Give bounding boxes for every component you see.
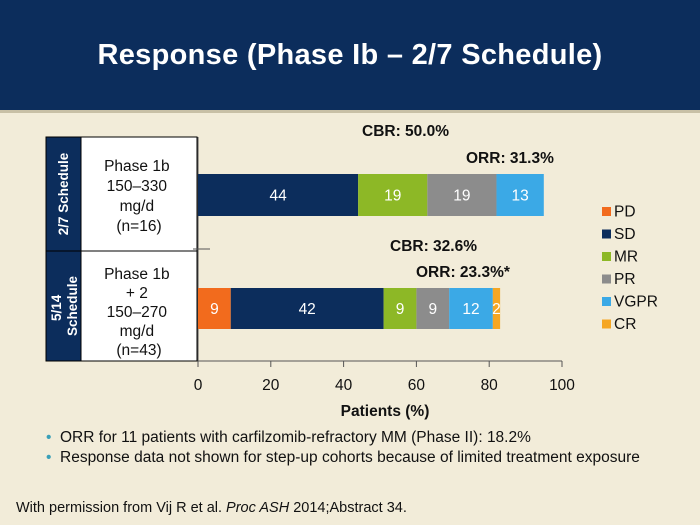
category-label-1: Phase 1b 150–330 mg/d (n=16): [104, 158, 174, 235]
group-label-2: 5/14 Schedule: [49, 276, 80, 337]
bar-sd-2: [230, 288, 384, 329]
bar-value-label: 42: [299, 301, 316, 318]
group-label-1: 2/7 Schedule: [56, 152, 71, 235]
x-axis: 0 20 40 60 80 100: [194, 360, 575, 394]
bar-mr-1: [358, 174, 428, 216]
x-tick-label: 60: [408, 377, 426, 394]
category-2-line-5: (n=43): [116, 342, 161, 359]
category-label-2: Phase 1b + 2 150–270 mg/d (n=43): [104, 266, 174, 359]
bar-value-label: 44: [269, 188, 287, 205]
bar-vgpr-1: [496, 174, 544, 216]
response-chart: 2/7 Schedule 5/14 Schedule Phase 1b 150–…: [45, 123, 658, 420]
legend: PD SD MR PR VGPR CR: [602, 204, 658, 333]
citation-journal: Proc ASH: [226, 500, 290, 516]
legend-swatch-pd: [602, 207, 611, 216]
bar-pr-2: [416, 288, 450, 329]
x-tick-label: 80: [481, 377, 499, 394]
title-bar: Response (Phase Ib – 2/7 Schedule): [0, 0, 700, 110]
bar-layer: 44 19 19 13 9 42 9 9 12 2: [198, 174, 544, 329]
citation-prefix: With permission from Vij R et al.: [16, 500, 227, 516]
category-box-2: [80, 250, 198, 362]
category-2-line-3: 150–270: [107, 304, 168, 321]
category-2-line-2: + 2: [126, 285, 148, 302]
bar-value-label: 13: [512, 188, 529, 205]
bar-cr-2: [492, 288, 501, 329]
legend-label-pr: PR: [614, 271, 636, 288]
x-tick-label: 40: [335, 377, 353, 394]
bar-value-label: 12: [462, 301, 479, 318]
legend-swatch-mr: [602, 252, 611, 261]
category-box-1: [80, 136, 198, 252]
bar-value-label: 19: [384, 188, 401, 205]
category-1-line-4: (n=16): [116, 218, 161, 235]
legend-swatch-pr: [602, 274, 611, 284]
bar-mr-2: [383, 288, 417, 329]
legend-label-cr: CR: [614, 316, 636, 333]
bar-value-label: 19: [453, 188, 470, 205]
category-2-line-4: mg/d: [120, 323, 154, 340]
bar-value-label: 9: [210, 301, 219, 318]
bullet-item: Response data not shown for step-up coho…: [46, 448, 666, 467]
cbr-label-1: CBR: 50.0%: [362, 123, 449, 140]
orr-label-2: ORR: 23.3%*: [416, 264, 511, 281]
bar-value-label: 9: [396, 301, 405, 318]
category-1-line-1: Phase 1b: [104, 158, 170, 175]
legend-swatch-cr: [602, 319, 611, 329]
citation-suffix: 2014;Abstract 34.: [289, 500, 407, 516]
group-label-2-line-1: 5/14: [49, 294, 64, 321]
group-box-2: [45, 250, 82, 362]
legend-label-pd: PD: [614, 204, 636, 221]
legend-label-mr: MR: [614, 249, 638, 266]
category-1-line-3: mg/d: [120, 198, 154, 215]
x-axis-title: Patients (%): [341, 403, 430, 420]
x-tick-label: 0: [194, 377, 203, 394]
citation: With permission from Vij R et al. Proc A…: [16, 500, 407, 516]
legend-label-vgpr: VGPR: [614, 294, 658, 311]
x-tick-label: 20: [262, 377, 280, 394]
bar-vgpr-2: [449, 288, 493, 329]
slide-title: Response (Phase Ib – 2/7 Schedule): [97, 38, 603, 71]
orr-label-1: ORR: 31.3%: [466, 150, 554, 167]
legend-swatch-vgpr: [602, 297, 611, 306]
category-panel: 2/7 Schedule 5/14 Schedule Phase 1b 150–…: [45, 136, 198, 362]
legend-swatch-sd: [602, 229, 611, 239]
bar-sd-1: [198, 174, 359, 216]
category-2-line-1: Phase 1b: [104, 266, 170, 283]
bar-pr-1: [427, 174, 497, 216]
group-label-2-line-2: Schedule: [65, 276, 80, 337]
cbr-label-2: CBR: 32.6%: [390, 238, 477, 255]
bullet-list: ORR for 11 patients with carfilzomib-ref…: [46, 428, 666, 468]
bar-value-label: 2: [492, 301, 501, 318]
title-divider: [0, 110, 700, 113]
bullet-item: ORR for 11 patients with carfilzomib-ref…: [46, 428, 666, 447]
bar-pd-2: [198, 288, 231, 329]
legend-label-sd: SD: [614, 226, 636, 243]
x-tick-label: 100: [549, 377, 575, 394]
category-1-line-2: 150–330: [107, 178, 168, 195]
bar-value-label: 9: [428, 301, 437, 318]
